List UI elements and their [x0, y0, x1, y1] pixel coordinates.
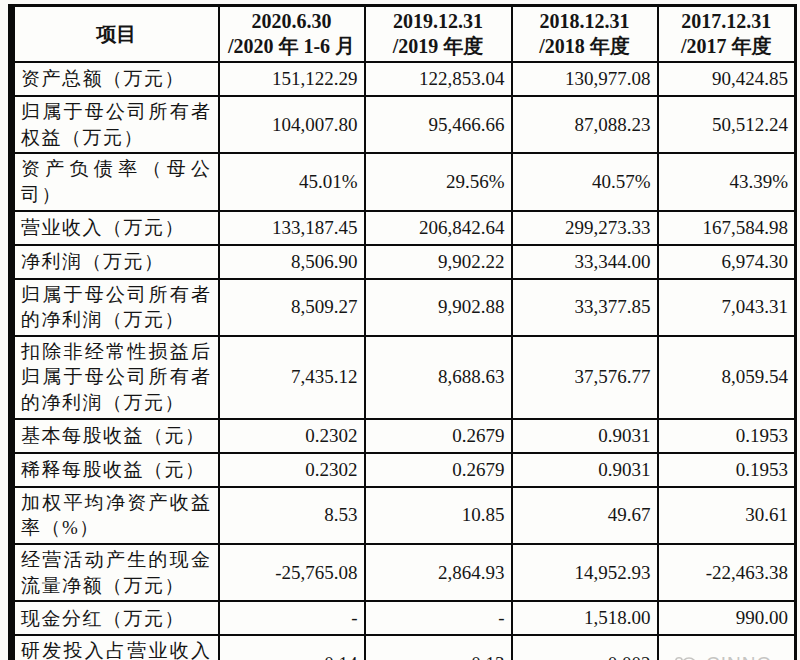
cell-value: 33,377.85 [512, 279, 658, 336]
cell-value: 130,977.08 [512, 62, 658, 96]
cell-value: 6,974.30 [658, 245, 796, 279]
row-label: 经营活动产生的现金流量净额（万元） [12, 544, 219, 601]
header-row: 项目 2020.6.30 /2020 年 1-6 月 2019.12.31 /2… [12, 6, 796, 63]
cell-value: 206,842.64 [365, 211, 512, 245]
cell-value: 8,059.54 [658, 336, 796, 419]
cell-value: 30.61 [658, 487, 796, 544]
document-page: 项目 2020.6.30 /2020 年 1-6 月 2019.12.31 /2… [0, 0, 800, 660]
cell-value: -25,765.08 [219, 544, 365, 601]
cell-value: 104,007.80 [219, 96, 365, 153]
cell-value: 2,864.93 [365, 544, 512, 601]
table-row-deducted-net-profit: 扣除非经常性损益后归属于母公司所有者的净利润（万元） 7,435.12 8,68… [12, 336, 796, 419]
cell-value: 299,273.33 [512, 211, 658, 245]
table-row-weighted-roe: 加权平均净资产收益率（%） 8.53 10.85 49.67 30.61 [12, 487, 796, 544]
watermark-cell: CINNO- [658, 635, 796, 660]
cell-value: 0.2679 [365, 453, 512, 487]
cell-value: 0.14 [219, 635, 365, 660]
cell-value: 40.57% [512, 153, 658, 210]
row-label: 归属于母公司所有者权益（万元） [12, 96, 219, 153]
cell-value: 45.01% [219, 153, 365, 210]
header-item: 项目 [12, 6, 219, 63]
cell-value: 1,518.00 [512, 601, 658, 635]
cell-value: 7,043.31 [658, 279, 796, 336]
cell-value: 990.00 [658, 601, 796, 635]
header-item-label: 项目 [96, 23, 136, 45]
row-label: 研发投入占营业收入的比例（%） [12, 635, 219, 660]
row-label: 归属于母公司所有者的净利润（万元） [12, 279, 219, 336]
cell-value: 10.85 [365, 487, 512, 544]
header-period-2019: 2019.12.31 /2019 年度 [365, 6, 512, 63]
cell-value: 0.13 [365, 635, 512, 660]
cell-value: 49.67 [512, 487, 658, 544]
cell-value: 0.9031 [512, 419, 658, 453]
table-row-parent-equity: 归属于母公司所有者权益（万元） 104,007.80 95,466.66 87,… [12, 96, 796, 153]
row-label: 扣除非经常性损益后归属于母公司所有者的净利润（万元） [12, 336, 219, 419]
cell-value: 90,424.85 [658, 62, 796, 96]
table-row-basic-eps: 基本每股收益（元） 0.2302 0.2679 0.9031 0.1953 [12, 419, 796, 453]
cell-value: 33,344.00 [512, 245, 658, 279]
table-row-debt-ratio: 资产负债率（母公司） 45.01% 29.56% 40.57% 43.39% [12, 153, 796, 210]
header-period-2020: 2020.6.30 /2020 年 1-6 月 [219, 6, 365, 63]
header-period-span: /2019 年度 [372, 34, 505, 59]
cell-value: 167,584.98 [658, 211, 796, 245]
cell-value: 95,466.66 [365, 96, 512, 153]
cell-value: 50,512.24 [658, 96, 796, 153]
cell-value: 0.9031 [512, 453, 658, 487]
cell-value: 0.2679 [365, 419, 512, 453]
cell-value: 8,509.27 [219, 279, 365, 336]
cell-value: - [219, 601, 365, 635]
cell-value: 43.39% [658, 153, 796, 210]
header-period-date: 2019.12.31 [372, 9, 505, 34]
cell-value: 151,122.29 [219, 62, 365, 96]
cinno-watermark: CINNO- [665, 653, 789, 660]
header-period-2018: 2018.12.31 /2018 年度 [512, 6, 658, 63]
header-period-span: /2020 年 1-6 月 [226, 34, 358, 59]
cell-value: 87,088.23 [512, 96, 658, 153]
cell-value: 0.2302 [219, 419, 365, 453]
cell-value: 133,187.45 [219, 211, 365, 245]
table-row-total-assets: 资产总额（万元） 151,122.29 122,853.04 130,977.0… [12, 62, 796, 96]
header-period-span: /2018 年度 [519, 34, 651, 59]
cell-value: 0.2302 [219, 453, 365, 487]
row-label: 稀释每股收益（元） [12, 453, 219, 487]
header-period-date: 2018.12.31 [519, 9, 651, 34]
cell-value: 0.1953 [658, 453, 796, 487]
cell-value: -22,463.38 [658, 544, 796, 601]
header-period-span: /2017 年度 [665, 34, 789, 59]
table-row-parent-net-profit: 归属于母公司所有者的净利润（万元） 8,509.27 9,902.88 33,3… [12, 279, 796, 336]
cell-value: 0.002 [512, 635, 658, 660]
row-label: 基本每股收益（元） [12, 419, 219, 453]
header-period-date: 2020.6.30 [226, 9, 358, 34]
cell-value: - [365, 601, 512, 635]
cell-value: 122,853.04 [365, 62, 512, 96]
table-row-diluted-eps: 稀释每股收益（元） 0.2302 0.2679 0.9031 0.1953 [12, 453, 796, 487]
row-label: 营业收入（万元） [12, 211, 219, 245]
cell-value: 29.56% [365, 153, 512, 210]
cell-value: 8,688.63 [365, 336, 512, 419]
row-label: 资产总额（万元） [12, 62, 219, 96]
cell-value: 7,435.12 [219, 336, 365, 419]
watermark-text: CINNO- [706, 653, 780, 660]
cell-value: 0.1953 [658, 419, 796, 453]
cell-value: 8,506.90 [219, 245, 365, 279]
cell-value: 37,576.77 [512, 336, 658, 419]
header-period-date: 2017.12.31 [665, 9, 789, 34]
table-row-rd-ratio: 研发投入占营业收入的比例（%） 0.14 0.13 0.002 [12, 635, 796, 660]
cell-value: 14,952.93 [512, 544, 658, 601]
row-label: 资产负债率（母公司） [12, 153, 219, 210]
financial-summary-table: 项目 2020.6.30 /2020 年 1-6 月 2019.12.31 /2… [8, 4, 797, 660]
table-row-revenue: 营业收入（万元） 133,187.45 206,842.64 299,273.3… [12, 211, 796, 245]
table-row-operating-cash-flow: 经营活动产生的现金流量净额（万元） -25,765.08 2,864.93 14… [12, 544, 796, 601]
row-label: 净利润（万元） [12, 245, 219, 279]
row-label: 现金分红（万元） [12, 601, 219, 635]
cell-value: 9,902.22 [365, 245, 512, 279]
cinno-logo-icon [673, 653, 699, 660]
cell-value: 9,902.88 [365, 279, 512, 336]
table-row-net-profit: 净利润（万元） 8,506.90 9,902.22 33,344.00 6,97… [12, 245, 796, 279]
cell-value: 8.53 [219, 487, 365, 544]
table-row-cash-dividend: 现金分红（万元） - - 1,518.00 990.00 [12, 601, 796, 635]
header-period-2017: 2017.12.31 /2017 年度 [658, 6, 796, 63]
row-label: 加权平均净资产收益率（%） [12, 487, 219, 544]
